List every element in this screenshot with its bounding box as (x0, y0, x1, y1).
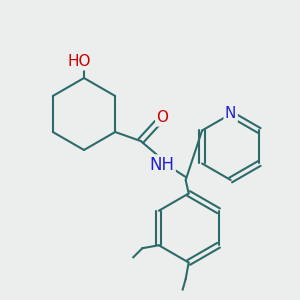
Text: NH: NH (149, 156, 174, 174)
Text: N: N (225, 106, 236, 122)
Text: HO: HO (68, 54, 91, 69)
Text: O: O (157, 110, 169, 125)
